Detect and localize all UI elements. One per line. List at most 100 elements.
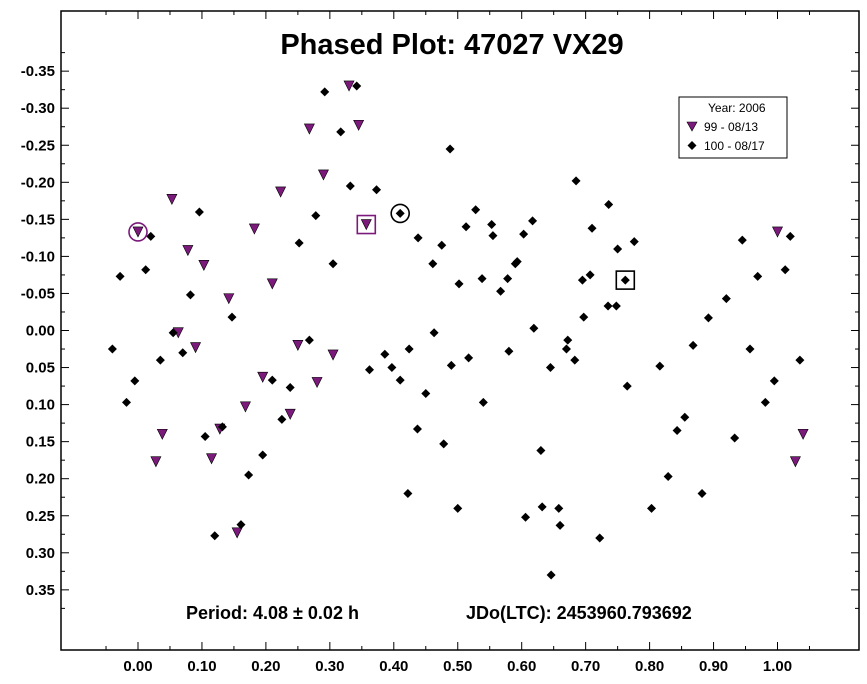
y-tick-label: 0.30	[26, 545, 55, 562]
point-series-99	[239, 401, 251, 413]
point-series-100	[521, 512, 531, 522]
point-series-100	[528, 216, 538, 226]
point-series-100	[471, 205, 481, 215]
y-tick-label: -0.25	[21, 137, 55, 154]
point-series-100	[146, 231, 156, 241]
y-tick-label: 0.05	[26, 360, 55, 377]
point-series-99	[317, 169, 329, 181]
point-series-99	[343, 80, 355, 92]
point-series-100	[512, 257, 522, 267]
point-series-100	[587, 223, 597, 233]
x-tick-label: 1.00	[763, 658, 792, 675]
point-series-100	[537, 502, 547, 512]
point-series-100	[629, 237, 639, 247]
point-series-99	[266, 278, 278, 290]
point-series-100	[403, 489, 413, 499]
point-series-100	[115, 271, 125, 281]
point-series-100	[655, 361, 665, 371]
chart-title: Phased Plot: 47027 VX29	[280, 29, 623, 61]
point-series-100	[622, 381, 632, 391]
legend-box	[678, 96, 788, 159]
point-series-99	[284, 408, 296, 420]
point-series-100	[579, 312, 589, 322]
point-series-100	[769, 376, 779, 386]
point-series-100	[780, 265, 790, 275]
point-series-100	[428, 259, 438, 269]
x-tick-label: 0.80	[635, 658, 664, 675]
point-series-99	[231, 527, 243, 539]
point-series-100	[555, 520, 565, 530]
point-series-100	[464, 353, 474, 363]
point-series-100	[429, 328, 439, 338]
point-series-100	[258, 450, 268, 460]
point-series-99	[789, 456, 801, 468]
point-series-100	[697, 489, 707, 499]
axis-tick-labels: 0.00 0.10 0.20 0.30 0.40 0.50 0.60 0.70 0.80 0.90…	[21, 63, 792, 675]
point-series-100	[672, 426, 682, 436]
legend-entry-series-100: 100 - 08/17	[704, 139, 765, 153]
point-series-99	[190, 342, 202, 354]
x-tick-label: 0.00	[123, 658, 152, 675]
axis-ticks	[61, 11, 859, 650]
point-series-99	[156, 428, 168, 440]
point-series-100	[647, 503, 657, 513]
point-series-100	[603, 301, 613, 311]
point-series-99	[303, 123, 315, 135]
point-series-100	[311, 211, 321, 221]
point-series-99	[360, 219, 372, 231]
point-series-100	[395, 375, 405, 385]
point-series-100	[437, 240, 447, 250]
point-series-100	[721, 294, 731, 304]
point-series-100	[395, 208, 405, 218]
point-series-100	[178, 348, 188, 358]
point-series-100	[277, 414, 287, 424]
point-series-100	[168, 328, 178, 338]
point-series-100	[529, 323, 539, 333]
point-series-100	[244, 470, 254, 480]
x-tick-label: 0.90	[699, 658, 728, 675]
point-series-100	[445, 144, 455, 154]
point-series-100	[200, 431, 210, 441]
point-series-100	[210, 531, 220, 541]
x-tick-label: 0.70	[571, 658, 600, 675]
point-series-100	[519, 229, 529, 239]
point-series-99	[182, 245, 194, 257]
highlight-square	[356, 214, 377, 235]
point-series-99	[275, 186, 287, 198]
point-series-100	[496, 286, 506, 296]
point-series-99	[797, 428, 809, 440]
point-series-100	[185, 290, 195, 300]
point-series-100	[439, 439, 449, 449]
point-series-99	[772, 226, 783, 238]
point-series-100	[554, 503, 564, 513]
point-series-100	[194, 207, 204, 217]
point-series-100	[488, 231, 498, 241]
point-series-100	[454, 279, 464, 289]
point-series-100	[570, 355, 580, 365]
point-series-100	[453, 503, 463, 513]
point-series-100	[285, 383, 295, 393]
point-series-100	[688, 340, 698, 350]
point-series-100	[328, 259, 338, 269]
y-tick-label: -0.30	[21, 100, 55, 117]
point-series-100	[304, 335, 314, 345]
point-series-100	[563, 335, 573, 345]
point-series-100	[227, 312, 237, 322]
point-series-100	[121, 397, 131, 407]
point-series-100	[663, 471, 673, 481]
point-series-99	[166, 194, 178, 206]
y-tick-label: 0.35	[26, 582, 55, 599]
point-series-100	[536, 446, 546, 456]
x-tick-label: 0.40	[379, 658, 408, 675]
point-series-100	[446, 360, 456, 370]
point-series-99	[248, 223, 260, 235]
point-series-100	[404, 344, 414, 354]
point-series-100	[345, 181, 355, 191]
point-series-100	[753, 271, 763, 281]
point-series-100	[561, 344, 571, 354]
point-series-100	[737, 235, 747, 245]
point-series-100	[478, 397, 488, 407]
x-tick-label: 0.20	[251, 658, 280, 675]
point-series-100	[595, 533, 605, 543]
y-tick-label: 0.20	[26, 471, 55, 488]
